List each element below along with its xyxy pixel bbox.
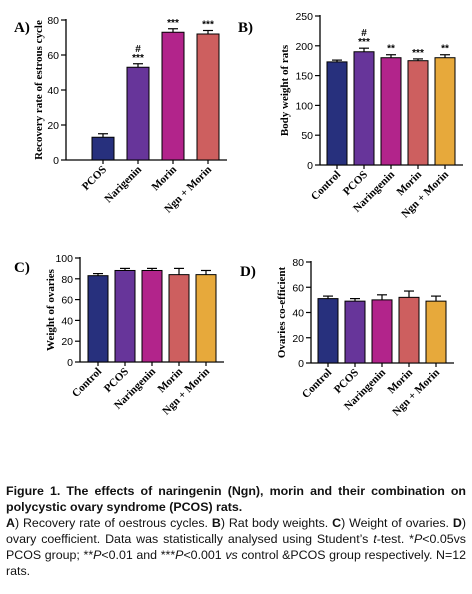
y-tick-label: 20 (61, 336, 73, 348)
caption-a-letter: A (6, 516, 15, 530)
x-tick-label: Morin (149, 164, 179, 194)
x-tick-label: Control (309, 169, 343, 203)
bar-pcos (353, 51, 375, 166)
bar-control (317, 298, 339, 364)
caption-p3: P (175, 548, 184, 562)
bar-naringenin (141, 269, 163, 363)
y-tick-label: 0 (53, 155, 59, 167)
significance-marker: *** (132, 53, 144, 64)
y-tick-label: 100 (55, 253, 73, 265)
bar-pcos (91, 136, 115, 161)
y-tick-label: 80 (292, 257, 304, 269)
bar-ngn-morin (434, 57, 456, 166)
y-tick-label: 20 (47, 120, 59, 132)
y-tick-label: 80 (47, 15, 59, 27)
x-tick-label: Narigenin (102, 164, 144, 206)
x-tick-label: Control (300, 367, 334, 401)
caption-after-p3: <0.001 (183, 548, 226, 562)
caption-after-t: -test. * (376, 532, 414, 546)
significance-marker: *** (167, 18, 179, 29)
bar-pcos (114, 269, 136, 363)
y-tick-label: 50 (301, 130, 313, 142)
significance-marker: # (135, 44, 141, 55)
caption-after-vs: control &PCOS group respectively. N=12 r… (6, 548, 466, 578)
x-tick-label: PCOS (80, 164, 109, 193)
chart-panel-d: D) Ovaries co-efficient020406080ControlPC… (240, 257, 454, 418)
y-tick-label: 150 (295, 71, 313, 83)
y-tick-label: 40 (292, 308, 304, 320)
chart-panel-a: A) Recovery rate of estrous cycle 0 20 40 60 8… (14, 15, 227, 215)
panel-label: A) (14, 20, 30, 36)
y-axis-label: Body weight of rats (279, 44, 291, 136)
y-tick-label: 200 (295, 41, 313, 53)
caption-vs: vs (225, 548, 238, 562)
caption-t-italic: t (373, 532, 377, 546)
caption-c-text: ) Weight of ovaries. (341, 516, 453, 530)
x-tick-label: Control (70, 366, 104, 400)
caption-title: Figure 1. The effects of naringenin (Ngn… (6, 484, 466, 514)
y-tick-label: 80 (61, 274, 73, 286)
y-axis-label: Weight of ovaries (45, 268, 57, 351)
y-tick-label: 0 (307, 160, 313, 172)
significance-marker: *** (358, 37, 370, 48)
caption-b-text: ) Rat body weights. (220, 516, 333, 530)
caption-d-letter: D (452, 516, 462, 530)
y-tick-label: 0 (298, 358, 304, 370)
caption-p1: P (413, 532, 423, 546)
y-tick-label: 20 (292, 333, 304, 345)
y-tick-label: 0 (67, 357, 73, 369)
panel-label: D) (240, 264, 256, 280)
caption-p2: P (93, 548, 102, 562)
y-tick-label: 100 (295, 100, 313, 112)
figure-caption: Figure 1. The effects of naringenin (Ngn… (6, 483, 466, 579)
bar-morin (168, 274, 190, 363)
bar-narigenin (126, 66, 150, 161)
caption-after-p1: <0.05vs PCOS group; ** (6, 532, 466, 562)
panel-label: B) (238, 20, 253, 36)
caption-d-text: ) ovary coefficient. Data was statistica… (6, 516, 466, 546)
figure-panels: A) Recovery rate of estrous cycle 0 20 40 60 8… (14, 11, 463, 418)
bar-naringenin (371, 299, 393, 364)
caption-c-letter: C (332, 516, 342, 530)
y-tick-label: 40 (61, 315, 73, 327)
bar-ngn-morin (196, 33, 220, 161)
bar-morin (398, 296, 420, 364)
chart-panel-b: B) Body weight of rats 0 50 100 150 200 250 Cont… (238, 11, 463, 220)
significance-marker: ** (441, 44, 449, 55)
bar-morin (407, 60, 429, 166)
panel-label: C) (14, 260, 30, 276)
bar-ngn-morin (425, 300, 447, 364)
y-axis-label: Recovery rate of estrous cycle (33, 20, 45, 160)
y-tick-label: 60 (61, 295, 73, 307)
y-axis-label: Ovaries co-efficient (276, 267, 288, 359)
significance-marker: *** (412, 48, 424, 59)
y-tick-label: 60 (47, 50, 59, 62)
y-tick-label: 40 (47, 85, 59, 97)
caption-after-p2: <0.01 and *** (101, 548, 176, 562)
bar-ngn-morin (195, 274, 217, 363)
caption-b-letter: B (211, 516, 221, 530)
bar-morin (161, 31, 185, 161)
bar-pcos (344, 300, 366, 364)
bar-naringenin (380, 57, 402, 166)
bar-control (87, 275, 109, 363)
chart-panel-c: C)Weight of ovaries020406080100ControlPC… (14, 253, 224, 417)
significance-marker: ** (387, 44, 395, 55)
y-tick-label: 250 (295, 11, 313, 23)
significance-marker: *** (202, 20, 214, 31)
bar-control (326, 61, 348, 166)
caption-a-text: ) Recovery rate of oestrous cycles. (14, 516, 212, 530)
significance-marker: # (361, 28, 367, 39)
y-tick-label: 60 (292, 282, 304, 294)
